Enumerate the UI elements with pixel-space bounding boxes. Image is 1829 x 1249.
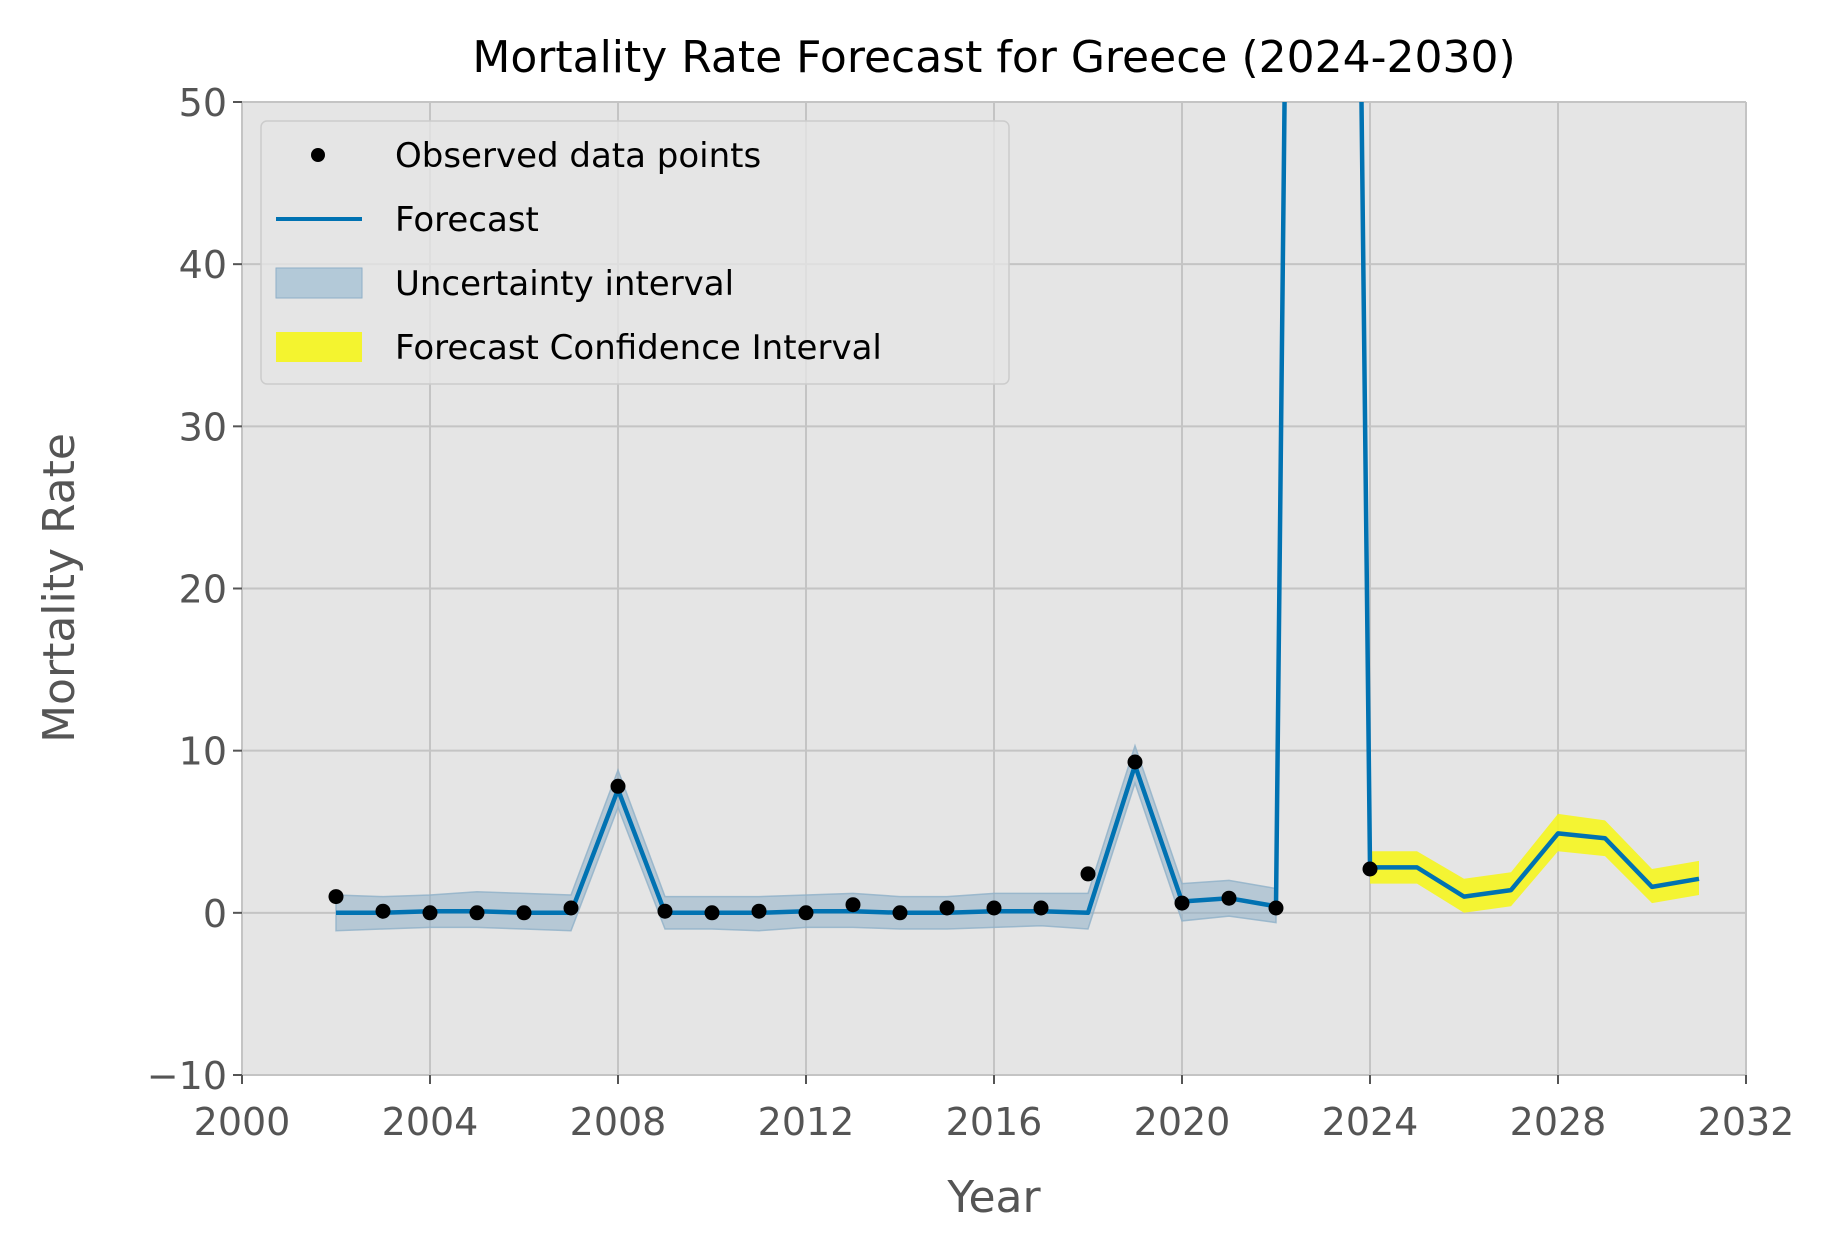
observed-data-point <box>986 900 1002 916</box>
x-axis-label: Year <box>946 1172 1041 1223</box>
y-tick-label: 50 <box>179 81 227 125</box>
observed-data-point <box>469 905 485 921</box>
legend-frame <box>260 120 1010 385</box>
axis-ticks: 2000 2004 2008 2012 2016 2020 2024 2028 2032 −10 0… <box>147 81 1795 1144</box>
x-tick-label: 2012 <box>758 1100 855 1144</box>
observed-data-point <box>1362 861 1378 877</box>
legend-confidence-label: Forecast Confidence Interval <box>395 328 882 368</box>
observed-data-point <box>657 903 673 919</box>
observed-data-point <box>1127 754 1143 770</box>
y-tick-label: 0 <box>203 892 227 936</box>
y-axis-label: Mortality Rate <box>34 433 85 743</box>
observed-data-point <box>1033 900 1049 916</box>
legend-observed-label: Observed data points <box>395 136 761 176</box>
observed-data-point <box>845 897 861 913</box>
x-tick-label: 2020 <box>1134 1100 1231 1144</box>
observed-data-point <box>751 903 767 919</box>
x-tick-label: 2000 <box>194 1100 291 1144</box>
observed-data-points <box>328 754 1378 921</box>
x-tick-label: 2032 <box>1698 1100 1795 1144</box>
observed-data-point <box>892 905 908 921</box>
chart-title: Mortality Rate Forecast for Greece (2024… <box>472 32 1515 83</box>
legend-observed-marker <box>311 148 325 162</box>
observed-data-point <box>1268 900 1284 916</box>
observed-data-point <box>798 905 814 921</box>
x-tick-label: 2004 <box>382 1100 479 1144</box>
observed-data-point <box>939 900 955 916</box>
observed-data-point <box>610 778 626 794</box>
y-tick-label: 40 <box>179 243 227 287</box>
legend: Observed data points Forecast Uncertaint… <box>260 120 1010 385</box>
data-layer <box>328 102 1700 932</box>
observed-data-point <box>1080 866 1096 882</box>
observed-data-point <box>375 903 391 919</box>
observed-data-point <box>563 900 579 916</box>
x-tick-label: 2028 <box>1510 1100 1607 1144</box>
y-tick-label: −10 <box>147 1054 227 1098</box>
legend-forecast-label: Forecast <box>395 200 539 240</box>
observed-data-point <box>328 889 344 905</box>
x-tick-label: 2016 <box>946 1100 1043 1144</box>
observed-data-point <box>516 905 532 921</box>
observed-data-point <box>422 905 438 921</box>
x-tick-label: 2024 <box>1322 1100 1419 1144</box>
observed-data-point <box>1221 890 1237 906</box>
observed-data-point <box>1174 895 1190 911</box>
legend-uncertainty-label: Uncertainty interval <box>395 264 734 304</box>
legend-uncertainty-swatch <box>275 267 363 299</box>
observed-data-point <box>704 905 720 921</box>
y-tick-label: 20 <box>179 568 227 612</box>
y-tick-label: 10 <box>179 730 227 774</box>
y-tick-label: 30 <box>179 405 227 449</box>
x-tick-label: 2008 <box>570 1100 667 1144</box>
legend-confidence-swatch <box>276 332 362 362</box>
